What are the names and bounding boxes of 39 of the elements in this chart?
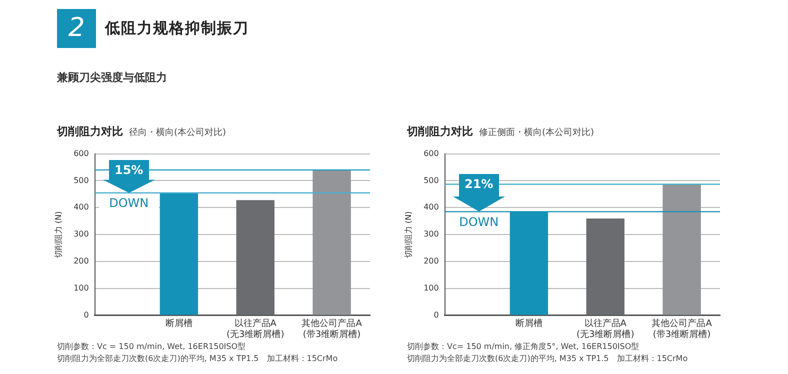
y-tick-label: 300 [74, 230, 89, 239]
text: 低阻力规格抑制振刀 [105, 19, 249, 38]
y-tick-label: 0 [84, 310, 89, 320]
y-tick-label: 200 [424, 256, 439, 266]
y-tick-label: 600 [424, 148, 439, 158]
y-tick-label: 500 [424, 176, 439, 185]
y-tick-label: 400 [424, 202, 439, 212]
annotation: 21% [463, 177, 494, 192]
text: 切削阻力为全部走刀次数(6次走刀)的平均, M35 x TP1.5 加工材料：15CrMo [407, 353, 688, 365]
y-tick-label: 100 [74, 284, 89, 293]
text: 2 [57, 9, 96, 48]
y-tick-label: 200 [74, 256, 89, 266]
chart-subtitle: 修正侧面・横向(本公司对比) [479, 128, 594, 138]
y-tick-label: 400 [74, 202, 89, 212]
y-tick-label: 500 [74, 176, 89, 185]
y-tick-label: 100 [424, 284, 439, 293]
x-tick-label: 以往产品A (无3维断屑槽) [576, 318, 634, 340]
annotation: DOWN [98, 196, 159, 210]
x-tick-label: 以往产品A (无3维断屑槽) [226, 318, 284, 340]
text: 切削参数：Vc= 150 m/min, 修正角度5°, Wet, 16ER150ISO型 [407, 341, 640, 353]
y-tick-label: 0 [434, 310, 439, 320]
y-axis-title: 切削阻力 (N) [54, 211, 63, 258]
annotation: DOWN [448, 214, 509, 229]
chart-title: 切削阻力对比 [57, 125, 123, 138]
y-tick-label: 600 [74, 148, 89, 158]
y-axis-title: 切削阻力 (N) [404, 211, 413, 258]
x-tick-label: 其他公司产品A (带3维断屑槽) [652, 318, 713, 340]
x-tick-label: 其他公司产品A (带3维断屑槽) [302, 318, 363, 340]
chart-title: 切削阻力对比 [407, 125, 473, 138]
x-tick-label: 断屑槽 [165, 318, 192, 330]
text: 切削参数：Vc = 150 m/min, Wet, 16ER150ISO型 [57, 341, 247, 353]
text: 兼顾刀尖强度与低阻力 [57, 70, 167, 85]
x-tick-label: 断屑槽 [515, 318, 542, 330]
bar [662, 184, 701, 315]
bar [586, 218, 624, 315]
text: 切削阻力为全部走刀次数(6次走刀)的平均, M35 x TP1.5 加工材料：15CrMo [57, 353, 338, 365]
annotation: 15% [113, 162, 144, 177]
chart-subtitle: 径向・横向(本公司对比) [129, 128, 226, 138]
y-tick-label: 300 [424, 230, 439, 239]
